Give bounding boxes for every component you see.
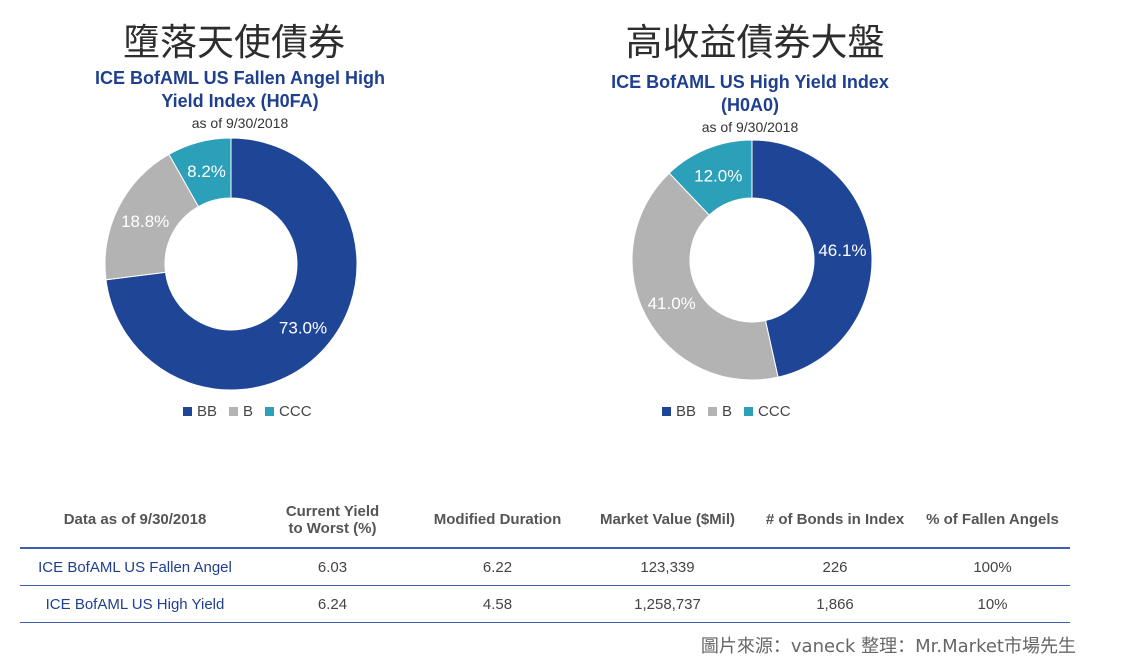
donut-data-label: 8.2% — [187, 162, 226, 181]
header-bond-count: # of Bonds in Index — [755, 492, 915, 549]
cell-bond-count: 1,866 — [755, 585, 915, 623]
donut-slice-b — [631, 172, 779, 381]
header-current-yield: Current Yield to Worst (%) — [250, 492, 415, 549]
header-modified-duration: Modified Duration — [415, 492, 580, 549]
right-chart-title: ICE BofAML US High Yield Index (H0A0) — [570, 71, 930, 117]
donut-data-label: 18.8% — [121, 212, 169, 231]
left-chart-title-line1: ICE BofAML US Fallen Angel High — [94, 68, 385, 88]
legend-swatch-ccc — [744, 407, 754, 416]
cell-index-name: ICE BofAML US Fallen Angel — [20, 548, 250, 586]
right-asof-date: as of 9/30/2018 — [701, 119, 799, 135]
left-legend: BB B CCC — [183, 403, 319, 420]
cell-yield: 6.03 — [250, 548, 415, 586]
cell-index-name: ICE BofAML US High Yield — [20, 585, 250, 623]
legend-label-b: B — [722, 403, 733, 420]
cell-duration: 6.22 — [415, 548, 580, 586]
header-current-yield-line2: to Worst (%) — [288, 519, 377, 537]
table-row: ICE BofAML US High Yield 6.24 4.58 1,258… — [20, 585, 1070, 623]
legend-swatch-b — [708, 407, 718, 416]
donut-slice-ccc — [668, 139, 753, 216]
header-fallen-angels-pct: % of Fallen Angels — [915, 492, 1070, 549]
table-row: ICE BofAML US Fallen Angel 6.03 6.22 123… — [20, 548, 1070, 586]
donut-data-label: 46.1% — [818, 241, 866, 260]
right-chart-title-line1: ICE BofAML US High Yield Index — [611, 72, 889, 92]
cell-fallen-angels-pct: 10% — [915, 585, 1070, 623]
donut-data-label: 73.0% — [279, 318, 327, 337]
left-chart-title: ICE BofAML US Fallen Angel High Yield In… — [60, 67, 420, 113]
right-chart-title-line2: (H0A0) — [720, 95, 779, 115]
header-market-value: Market Value ($Mil) — [580, 492, 755, 549]
source-credit: 圖片來源：vaneck 整理：Mr.Market市場先生 — [700, 636, 1076, 657]
cell-fallen-angels-pct: 100% — [915, 548, 1070, 586]
donut-data-label: 41.0% — [648, 294, 696, 313]
legend-label-ccc: CCC — [758, 403, 791, 420]
high-yield-donut: 46.1% 41.0% 12.0% — [631, 139, 873, 381]
legend-swatch-bb — [662, 407, 671, 416]
donut-slice-ccc — [168, 137, 232, 208]
left-chart-title-line2: Yield Index (H0FA) — [161, 91, 319, 111]
header-data-as-of: Data as of 9/30/2018 — [20, 492, 250, 549]
donut-slice-bb — [751, 139, 873, 378]
left-chinese-heading: 墮落天使債券 — [123, 21, 345, 64]
fallen-angel-donut: 73.0% 18.8% 8.2% — [104, 137, 358, 391]
cell-market-value: 123,339 — [580, 548, 755, 586]
legend-swatch-b — [229, 407, 239, 416]
right-chinese-heading: 高收益債券大盤 — [625, 21, 885, 64]
legend-swatch-bb — [183, 407, 192, 416]
donut-charts-svg: 73.0% 18.8% 8.2% 46.1% 41.0% 12.0% — [104, 137, 873, 391]
legend-label-bb: BB — [197, 403, 218, 420]
header-current-yield-line1: Current Yield — [285, 502, 380, 520]
legend-swatch-ccc — [265, 407, 275, 416]
legend-label-ccc: CCC — [279, 403, 312, 420]
cell-market-value: 1,258,737 — [580, 585, 755, 623]
donut-slice-bb — [105, 137, 358, 391]
table-header-row: Data as of 9/30/2018 Current Yield to Wor… — [20, 492, 1070, 549]
cell-bond-count: 226 — [755, 548, 915, 586]
cell-duration: 4.58 — [415, 585, 580, 623]
donut-data-label: 12.0% — [694, 167, 742, 186]
legend-label-b: B — [243, 403, 254, 420]
cell-yield: 6.24 — [250, 585, 415, 623]
right-legend: BB B CCC — [662, 403, 798, 420]
left-asof-date: as of 9/30/2018 — [191, 115, 289, 131]
index-comparison-table: Data as of 9/30/2018 Current Yield to Wor… — [20, 492, 1070, 623]
legend-label-bb: BB — [676, 403, 697, 420]
